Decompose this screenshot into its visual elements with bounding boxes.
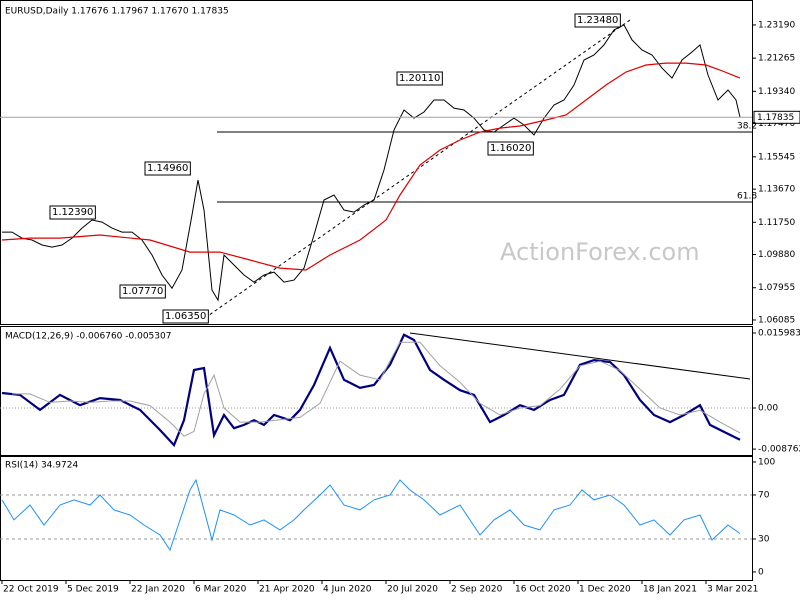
x-tick-label: 22 Oct 2019 — [3, 585, 59, 595]
x-tick-label: 3 Mar 2021 — [707, 585, 758, 595]
annotation-box — [144, 161, 191, 176]
y-tick-label: 0 — [758, 567, 764, 577]
y-tick-label: 1.21265 — [758, 54, 795, 64]
price-title: EURUSD,Daily 1.17676 1.17967 1.17670 1.1… — [5, 7, 229, 17]
last-price-box — [753, 110, 800, 124]
x-tick-label: 20 Jul 2020 — [387, 585, 438, 595]
rsi-title: RSI(14) 34.9724 — [5, 461, 78, 471]
price-annotation: 1.16020 — [490, 143, 531, 154]
price-panel-frame — [0, 0, 753, 325]
y-tick-label: 1.23190 — [758, 20, 795, 30]
macd-panel-frame — [0, 326, 753, 456]
macd-title: MACD(12,26,9) -0.006760 -0.005307 — [5, 332, 171, 342]
fib-label: 61.8 — [737, 192, 757, 202]
x-tick-label: 5 Dec 2019 — [67, 585, 119, 595]
series-line — [2, 24, 741, 302]
y-tick-label: 1.17470 — [758, 119, 795, 129]
series-line — [1, 62, 741, 271]
x-tick-label: 22 Jan 2020 — [131, 585, 185, 595]
price-annotation: 1.07770 — [122, 286, 163, 297]
series-line — [1, 478, 741, 552]
price-annotation: 1.14960 — [147, 163, 188, 174]
series-line — [12, 341, 741, 437]
annotation-box — [574, 13, 621, 28]
y-tick-label: 70 — [758, 490, 770, 500]
y-tick-label: 30 — [758, 534, 770, 544]
price-annotation: 1.06350 — [165, 311, 206, 322]
y-tick-label: 1.13670 — [758, 185, 795, 195]
annotation-box — [162, 309, 209, 324]
y-tick-label: 1.09880 — [758, 250, 795, 260]
y-tick-label: 1.15545 — [758, 152, 795, 162]
x-tick-label: 1 Dec 2020 — [579, 585, 631, 595]
y-tick-label: 1.06085 — [758, 315, 795, 325]
price-annotation: 1.23480 — [577, 15, 618, 26]
y-tick-label: 1.11750 — [758, 218, 795, 228]
y-tick-label: 100 — [758, 457, 775, 467]
y-tick-label: 0.015983 — [758, 329, 800, 339]
y-tick-label: 1.19340 — [758, 87, 795, 97]
watermark: ActionForex.com — [500, 238, 700, 266]
y-tick-label: 0.00 — [758, 403, 778, 413]
x-tick-label: 18 Jan 2021 — [643, 585, 697, 595]
price-annotation: 1.20110 — [399, 73, 440, 84]
x-tick-label: 16 Oct 2020 — [515, 585, 571, 595]
annotation-box — [396, 71, 443, 86]
annotation-box — [487, 141, 534, 156]
fib-label: 38.2 — [737, 122, 757, 132]
price-annotation: 1.12390 — [52, 207, 93, 218]
x-tick-label: 21 Apr 2020 — [259, 585, 315, 595]
y-tick-label: -0.008762 — [758, 445, 800, 455]
x-tick-label: 2 Sep 2020 — [451, 585, 503, 595]
annotation-box — [49, 205, 96, 220]
x-tick-label: 6 Mar 2020 — [195, 585, 247, 595]
macd-trend-line — [409, 332, 751, 380]
annotation-box — [119, 284, 166, 299]
x-tick-label: 4 Jun 2020 — [323, 585, 372, 595]
rsi-panel-frame — [0, 456, 753, 581]
y-tick-label: 1.07955 — [758, 283, 795, 293]
last-price-label: 1.17835 — [757, 113, 794, 123]
